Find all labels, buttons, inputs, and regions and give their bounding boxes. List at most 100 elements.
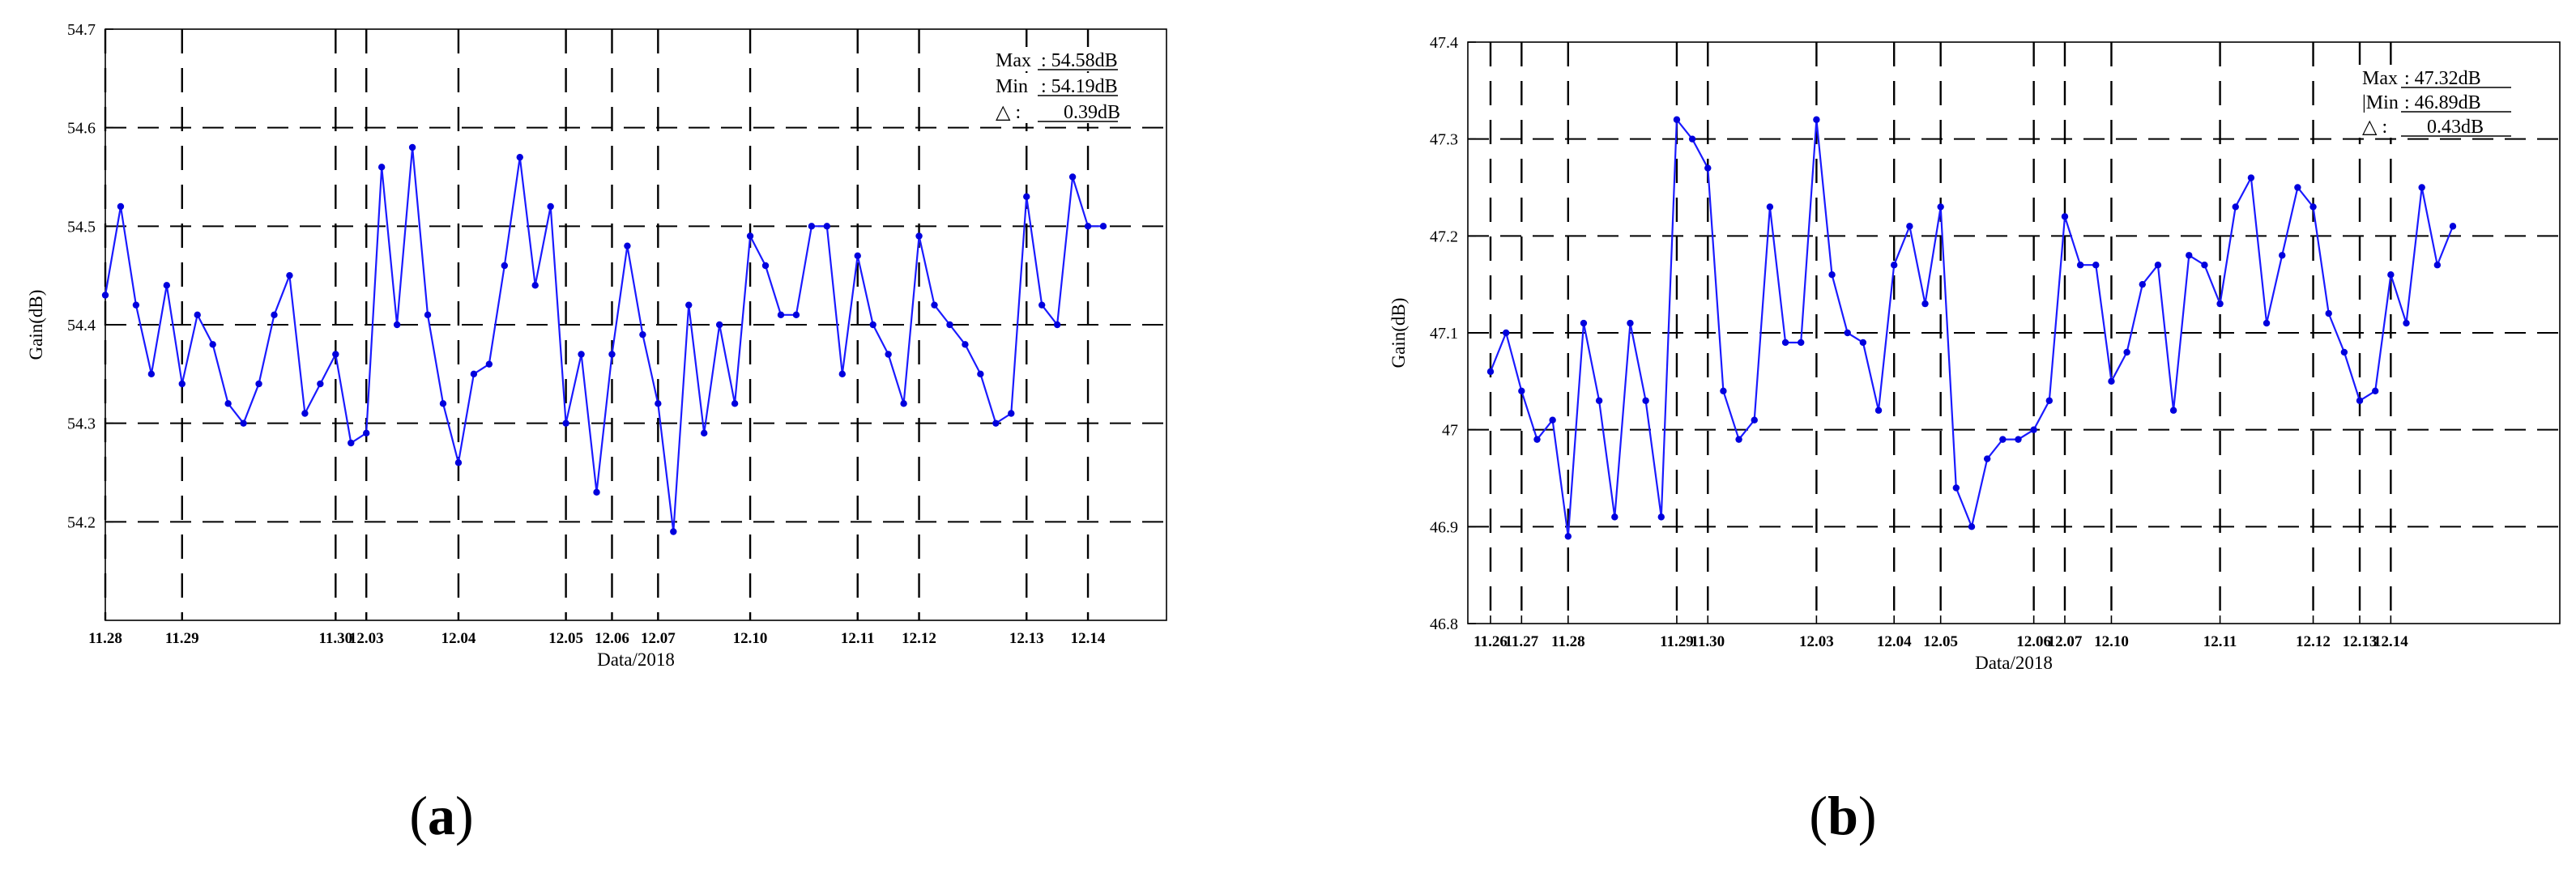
data-point	[408, 143, 416, 151]
data-point	[2045, 397, 2054, 404]
data-point	[1642, 397, 1649, 404]
data-point	[608, 351, 616, 358]
data-point	[1518, 387, 1525, 394]
x-tick-label: 11.28	[1551, 633, 1585, 650]
data-point	[2154, 262, 2162, 269]
x-tick-label: 12.07	[641, 630, 676, 647]
data-point	[977, 370, 984, 378]
data-point	[224, 400, 232, 407]
data-point	[424, 311, 432, 319]
data-point	[501, 262, 508, 270]
data-point	[147, 370, 156, 378]
data-point	[2232, 203, 2239, 211]
stat-label: Max	[2362, 68, 2398, 89]
stat-bg	[991, 47, 1123, 71]
stat-bg	[2357, 89, 2516, 113]
data-point	[2247, 174, 2255, 181]
data-point	[1781, 339, 1789, 347]
data-point	[2325, 309, 2332, 317]
data-point	[2015, 436, 2022, 443]
x-tick-label: 11.30	[1691, 633, 1725, 650]
data-point	[593, 488, 600, 496]
data-point	[854, 252, 861, 260]
data-point	[869, 321, 876, 329]
data-point	[2340, 348, 2348, 356]
data-point	[516, 153, 523, 161]
data-point	[1983, 455, 1991, 462]
data-point	[194, 311, 201, 319]
data-point	[639, 330, 646, 339]
data-point	[2309, 203, 2317, 211]
data-point	[2403, 319, 2410, 327]
data-point	[393, 321, 401, 329]
x-tick-label: 11.30	[318, 630, 352, 647]
data-point	[1937, 203, 1944, 211]
data-point	[101, 292, 109, 299]
x-tick-label: 11.29	[165, 630, 199, 647]
data-point	[2433, 262, 2442, 269]
data-point	[439, 400, 447, 407]
data-point	[1968, 523, 1976, 530]
x-tick-label: 12.13	[2343, 633, 2378, 650]
data-point	[271, 311, 278, 319]
stat-bg	[991, 73, 1123, 97]
x-tick-label: 12.11	[841, 630, 875, 647]
data-point	[808, 223, 816, 230]
data-point	[470, 370, 478, 378]
data-point	[1038, 301, 1046, 309]
data-point	[1999, 436, 2007, 443]
x-axis-label: Data/2018	[597, 649, 675, 670]
x-tick-label: 12.11	[2203, 633, 2237, 650]
x-tick-label: 12.14	[2373, 633, 2408, 650]
data-point	[792, 311, 800, 319]
data-point	[823, 223, 831, 230]
data-point	[885, 351, 892, 358]
data-point	[2279, 252, 2286, 259]
data-point	[2294, 184, 2301, 191]
data-point	[1486, 368, 1495, 376]
data-point	[1595, 397, 1603, 404]
data-point	[578, 351, 585, 358]
data-point	[2418, 184, 2425, 191]
data-point	[1533, 436, 1541, 443]
x-tick-label: 12.12	[902, 630, 936, 647]
data-point	[838, 370, 846, 378]
data-point	[332, 351, 339, 358]
data-point	[209, 341, 216, 348]
data-point	[1564, 533, 1572, 540]
y-tick-label: 47.2	[1430, 228, 1458, 245]
stat-value: 0.43dB	[2427, 117, 2484, 138]
data-point	[1068, 173, 1077, 181]
data-point	[2387, 271, 2395, 279]
data-point	[562, 419, 569, 427]
data-point	[255, 380, 262, 388]
stat-label: △ :	[996, 102, 1021, 123]
data-point	[962, 341, 969, 348]
stat-label: Max	[996, 50, 1031, 71]
data-point	[670, 528, 677, 535]
y-tick-label: 47.4	[1430, 34, 1458, 52]
stat-label: △ :	[2362, 117, 2387, 138]
data-point	[715, 321, 723, 329]
data-point	[163, 282, 171, 289]
data-point	[1735, 436, 1742, 443]
data-point	[731, 400, 739, 407]
x-tick-label: 12.10	[733, 630, 768, 647]
data-point	[1053, 321, 1061, 329]
data-point	[454, 459, 463, 466]
x-tick-label: 12.05	[1923, 633, 1958, 650]
data-point	[1580, 319, 1588, 327]
data-point	[2371, 387, 2379, 394]
data-point	[531, 282, 539, 289]
data-point	[1751, 416, 1758, 424]
data-point	[1921, 300, 1929, 308]
data-point	[946, 321, 953, 329]
y-tick-label: 47.1	[1430, 325, 1458, 343]
data-point	[2123, 348, 2130, 356]
x-tick-label: 12.04	[441, 630, 476, 647]
y-tick-label: 47.3	[1430, 131, 1458, 149]
x-tick-label: 12.14	[1071, 630, 1106, 647]
data-point	[2076, 262, 2084, 269]
data-point	[2201, 262, 2208, 269]
x-tick-label: 12.05	[548, 630, 583, 647]
